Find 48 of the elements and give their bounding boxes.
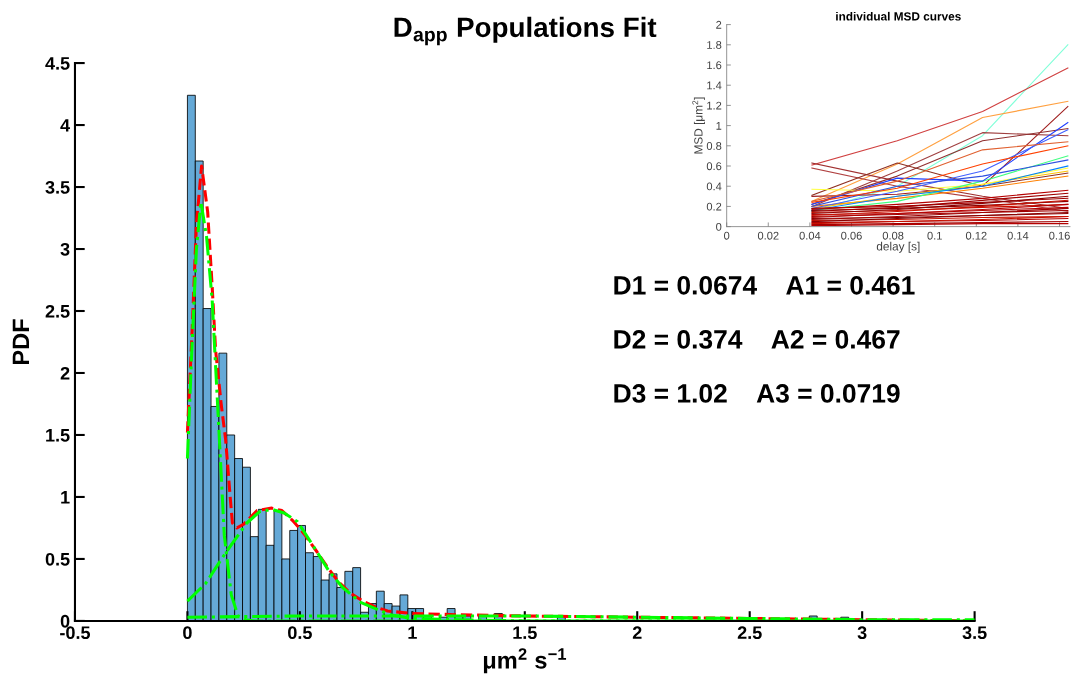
y-tick-label: 4.5 bbox=[45, 57, 70, 70]
x-tick-label: 0.16 bbox=[1049, 231, 1070, 240]
y-tick-label: 4 bbox=[60, 119, 71, 132]
x-axis-title: μm$^{2}$ s$^{−1}$ bbox=[483, 648, 567, 674]
x-tick-label: 1 bbox=[408, 626, 417, 639]
y-axis-title: PDF bbox=[12, 319, 29, 365]
x-tick-label: 3 bbox=[857, 626, 867, 640]
y-tick-label: 3 bbox=[60, 242, 70, 256]
x-tick-label: 3.5 bbox=[962, 626, 987, 640]
y-tick-label: 1.6 bbox=[707, 61, 722, 70]
x-tick-label: 0.02 bbox=[757, 231, 779, 240]
x-tick-label: 0.5 bbox=[288, 626, 312, 640]
x-tick-label: 0.12 bbox=[965, 231, 987, 240]
y-tick-label: 2 bbox=[60, 366, 70, 380]
x-tick-label: 0.14 bbox=[1007, 231, 1029, 240]
chart-title: D$_{app}$ Populations Fit bbox=[394, 16, 657, 46]
x-tick-label: 0.04 bbox=[799, 231, 821, 240]
y-tick-label: 0.5 bbox=[45, 552, 70, 566]
y-tick-label: 1.4 bbox=[707, 81, 722, 90]
x-tick-label: 2.5 bbox=[737, 626, 762, 640]
y-axis-title: MSD [μm$^{2}$] bbox=[692, 97, 705, 154]
x-tick-label: 2 bbox=[632, 626, 642, 639]
annotation: D3 = 1.02 A3 = 0.0719 bbox=[614, 384, 900, 403]
y-tick-label: 0 bbox=[60, 614, 70, 628]
y-tick-label: 0.4 bbox=[706, 182, 722, 191]
y-tick-label: 1.8 bbox=[707, 41, 722, 49]
x-tick-label: 0.08 bbox=[882, 231, 904, 240]
y-tick-label: 3.5 bbox=[45, 180, 70, 194]
x-tick-label: -0.5 bbox=[60, 626, 91, 640]
x-axis-title: delay [s] bbox=[876, 241, 920, 253]
x-tick-label: 0.06 bbox=[841, 231, 862, 240]
x-tick-label: 0.1 bbox=[927, 231, 942, 240]
y-tick-label: 0.6 bbox=[706, 162, 722, 171]
y-tick-label: 1.2 bbox=[707, 101, 722, 110]
y-tick-label: 0.8 bbox=[706, 142, 722, 150]
y-tick-label: 0.2 bbox=[706, 202, 722, 211]
y-tick-label: 2.5 bbox=[45, 304, 70, 318]
x-tick-label: 1.5 bbox=[513, 626, 537, 640]
y-tick-label: 2 bbox=[716, 20, 722, 29]
annotation: D2 = 0.374 A2 = 0.467 bbox=[614, 330, 900, 349]
x-tick-label: 0 bbox=[183, 626, 192, 640]
x-tick-label: 0 bbox=[724, 231, 730, 240]
y-tick-label: 1 bbox=[61, 491, 70, 504]
y-tick-label: 1.5 bbox=[46, 429, 70, 442]
annotation: D1 = 0.0674 A1 = 0.461 bbox=[614, 275, 915, 295]
y-tick-label: 1 bbox=[716, 121, 722, 130]
y-tick-label: 0 bbox=[716, 222, 722, 231]
chart-title: individual MSD curves bbox=[836, 11, 961, 21]
